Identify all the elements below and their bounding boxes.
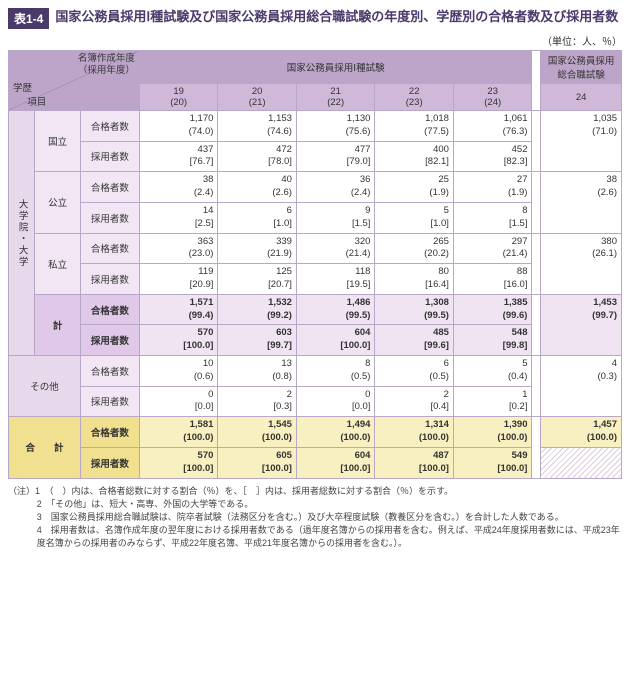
row-other-emp: 採用者数 0[0.0] 2[0.3] 0[0.0] 2[0.4] 1[0.2] [9,386,622,417]
header-row-1: 名簿作成年度 （採用年度） 学歴 項目 国家公務員採用Ⅰ種試験 国家公務員採用総… [9,51,622,84]
slash-cell [541,447,622,478]
diag-top2: （採用年度） [78,65,135,76]
diagonal-header: 名簿作成年度 （採用年度） 学歴 項目 [9,51,140,111]
row-subtotal-pass: 計 合格者数 1,571(99.4) 1,532(99.2) 1,486(99.… [9,294,622,325]
metric-pass: 合格者数 [80,111,139,142]
row-other-pass: その他 合格者数 10(0.6) 13(0.8) 8(0.5) 6(0.5) 5… [9,356,622,387]
gap [532,51,541,111]
row-grand-pass: 合 計 合格者数 1,581(100.0) 1,545(100.0) 1,494… [9,417,622,448]
row-grand-emp: 採用者数 570[100.0] 605[100.0] 604[100.0] 48… [9,447,622,478]
year-col-2: 21(22) [296,84,375,111]
table-caption: 国家公務員採用Ⅰ種試験及び国家公務員採用総合職試験の年度別、学歴別の合格者数及び… [55,8,618,26]
row-subtotal-emp: 採用者数 570[100.0] 603[99.7] 604[100.0] 485… [9,325,622,356]
year-col-1: 20(21) [218,84,297,111]
row-national-emp: 採用者数 437[76.7] 472[78.0] 477[79.0] 400[8… [9,141,622,172]
row-private-pass: 私立 合格者数 363(23.0) 339(21.9) 320(21.4) 26… [9,233,622,264]
unit-label: （単位：人、％） [8,33,622,48]
cat-national: 国立 [35,111,81,172]
year-col-3: 22(23) [375,84,454,111]
row-private-emp: 採用者数 119[20.9] 125[20.7] 118[19.5] 80[16… [9,264,622,295]
header-group-1: 国家公務員採用Ⅰ種試験 [139,51,532,84]
year-col-0: 19(20) [139,84,218,111]
header-group-2: 国家公務員採用総合職試験 [541,51,622,84]
table-title: 表1-4 国家公務員採用Ⅰ種試験及び国家公務員採用総合職試験の年度別、学歴別の合… [8,8,622,29]
row-national-pass: 大学院・大学 国立 合格者数 1,170(74.0) 1,153(74.6) 1… [9,111,622,142]
diag-left: 学歴 [13,83,32,94]
year-col-4: 23(24) [453,84,532,111]
row-public-emp: 採用者数 14[2.5] 6[1.0] 9[1.5] 5[1.0] 8[1.5] [9,202,622,233]
data-table: 名簿作成年度 （採用年度） 学歴 項目 国家公務員採用Ⅰ種試験 国家公務員採用総… [8,50,622,479]
diag-right: 項目 [13,97,46,108]
table-number: 表1-4 [8,8,49,29]
cat-main: 大学院・大学 [9,111,35,356]
diag-top1: 名簿作成年度 [78,53,135,64]
footnotes: （注）1 （ ）内は、合格者総数に対する割合（％）を、［ ］内は、採用者総数に対… [8,485,622,550]
row-public-pass: 公立 合格者数 38(2.4) 40(2.6) 36(2.4) 25(1.9) … [9,172,622,203]
year-col-ext: 24 [541,84,622,111]
